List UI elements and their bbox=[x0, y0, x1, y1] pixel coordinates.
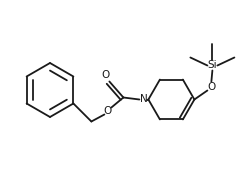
Text: Si: Si bbox=[208, 61, 217, 71]
Text: O: O bbox=[103, 106, 112, 116]
Text: O: O bbox=[207, 81, 215, 91]
Text: O: O bbox=[101, 71, 110, 81]
Text: N: N bbox=[140, 95, 147, 105]
